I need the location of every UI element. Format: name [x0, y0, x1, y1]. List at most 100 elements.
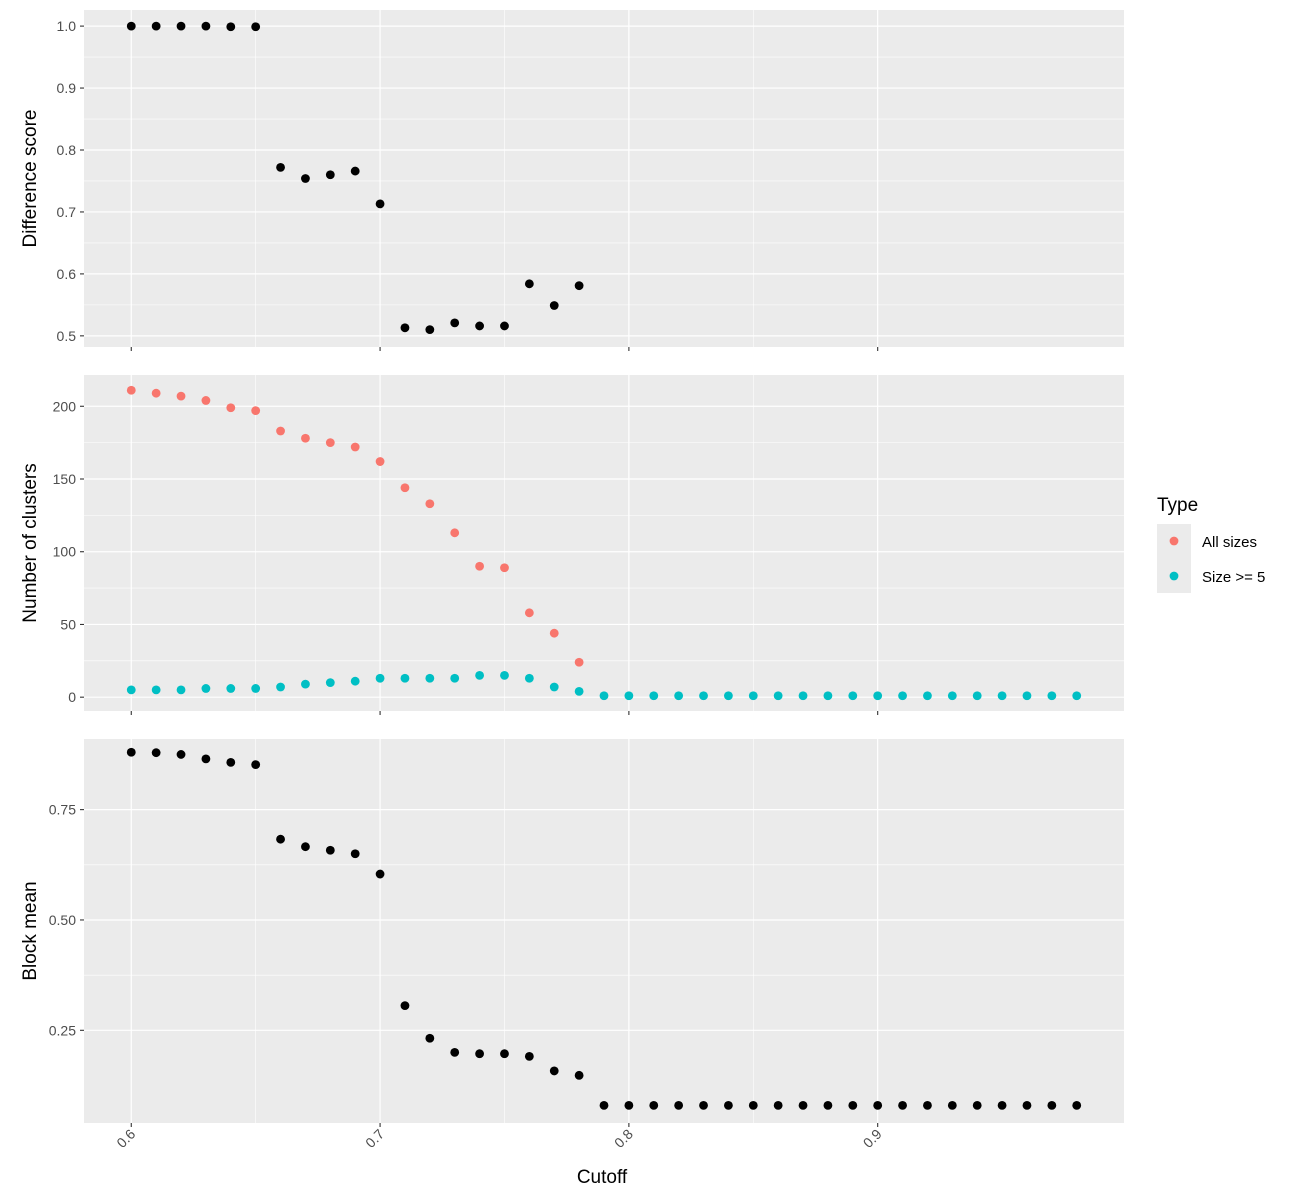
- data-point: [1022, 1100, 1032, 1110]
- data-point: [251, 406, 261, 416]
- data-point: [375, 869, 385, 879]
- data-point: [151, 21, 161, 31]
- data-point: [574, 281, 584, 291]
- data-point: [500, 563, 509, 573]
- data-point: [1047, 691, 1057, 701]
- data-point: [151, 685, 161, 695]
- series-block-mean: [126, 747, 1082, 1110]
- data-point: [425, 1033, 435, 1043]
- series-all-sizes: [126, 385, 584, 667]
- y-tick-label: 0.9: [57, 80, 77, 96]
- legend-key-size-5: [1169, 571, 1179, 581]
- data-point: [375, 457, 385, 466]
- legend-key-all-sizes: [1169, 536, 1179, 546]
- data-point: [301, 433, 310, 443]
- data-point: [201, 396, 211, 405]
- data-point: [276, 682, 285, 692]
- data-point: [823, 1100, 833, 1110]
- data-point: [1022, 691, 1032, 701]
- data-point: [276, 426, 285, 436]
- data-point: [126, 385, 136, 395]
- data-point: [425, 499, 435, 509]
- data-point: [574, 686, 584, 696]
- data-point: [549, 301, 559, 310]
- panel-difference-score: 0.5 0.6 0.7 0.8 0.9 1.0 Difference score: [20, 10, 1124, 351]
- y-tick-label: 0.25: [49, 1022, 76, 1038]
- y-tick-label: 0.5: [57, 328, 77, 344]
- data-point: [126, 747, 136, 757]
- data-point: [475, 1049, 484, 1059]
- x-tick-label: 0.6: [113, 1126, 138, 1151]
- series-size-5: [126, 670, 1082, 701]
- y-tick-label: 0: [68, 689, 76, 705]
- data-point: [400, 673, 410, 683]
- data-point: [947, 691, 957, 701]
- data-point: [226, 22, 236, 32]
- data-point: [848, 1100, 858, 1110]
- data-point: [972, 691, 982, 701]
- data-point: [226, 684, 236, 693]
- data-point: [251, 684, 261, 693]
- data-point: [674, 691, 684, 701]
- panel-number-of-clusters: 0 50 100 150 200 Number of clusters: [20, 375, 1124, 715]
- y-tick-label: 200: [53, 398, 77, 414]
- data-point: [649, 1100, 659, 1110]
- data-point: [475, 670, 484, 680]
- data-point: [350, 676, 360, 686]
- data-point: [873, 691, 883, 701]
- data-point: [823, 691, 833, 701]
- data-point: [151, 748, 161, 758]
- data-point: [126, 21, 136, 31]
- data-point: [325, 845, 335, 855]
- data-point: [574, 1070, 584, 1080]
- data-point: [450, 318, 460, 328]
- data-point: [549, 1066, 559, 1076]
- y-tick-label: 50: [60, 616, 76, 632]
- data-point: [450, 673, 460, 683]
- data-point: [972, 1100, 982, 1110]
- data-point: [126, 685, 136, 695]
- x-tick-label: 0.9: [860, 1126, 885, 1151]
- data-point: [997, 1100, 1007, 1110]
- legend: Type All sizes Size >= 5: [1157, 495, 1265, 593]
- data-point: [450, 528, 460, 538]
- data-point: [549, 628, 559, 638]
- data-point: [151, 388, 161, 398]
- y-tick-label: 0.8: [57, 142, 77, 158]
- panel-block-mean: 0.25 0.50 0.75 Block mean 0.6 0.7 0.8 0.9: [20, 739, 1124, 1151]
- data-point: [500, 1049, 509, 1059]
- data-point: [748, 691, 758, 701]
- legend-label-all-sizes: All sizes: [1202, 534, 1257, 551]
- y-tick-label: 0.6: [57, 266, 77, 282]
- data-point: [923, 1100, 932, 1110]
- series-difference-score: [126, 21, 584, 335]
- data-point: [201, 754, 211, 764]
- panel-background: [84, 739, 1124, 1123]
- data-point: [276, 834, 285, 844]
- data-point: [1072, 691, 1082, 701]
- data-point: [226, 403, 236, 413]
- legend-title: Type: [1157, 495, 1198, 516]
- data-point: [176, 750, 186, 759]
- panel-background: [84, 375, 1124, 711]
- data-point: [450, 1047, 460, 1057]
- x-tick-label: 0.7: [362, 1126, 387, 1151]
- data-point: [599, 691, 609, 701]
- data-point: [400, 1001, 410, 1010]
- data-point: [923, 691, 932, 701]
- y-axis-title: Number of clusters: [20, 463, 41, 622]
- data-point: [524, 608, 534, 618]
- data-point: [524, 673, 534, 683]
- data-point: [425, 673, 435, 683]
- data-point: [773, 1100, 783, 1110]
- y-axis-title: Difference score: [20, 110, 41, 248]
- data-point: [624, 1100, 634, 1110]
- data-point: [748, 1100, 758, 1110]
- data-point: [301, 174, 310, 183]
- data-point: [798, 1100, 808, 1110]
- legend-label-size-5: Size >= 5: [1202, 569, 1265, 586]
- data-point: [176, 21, 186, 31]
- panels: 0.5 0.6 0.7 0.8 0.9 1.0 Difference score 0 50 100…: [20, 10, 1124, 1151]
- data-point: [649, 691, 659, 701]
- data-point: [350, 166, 360, 176]
